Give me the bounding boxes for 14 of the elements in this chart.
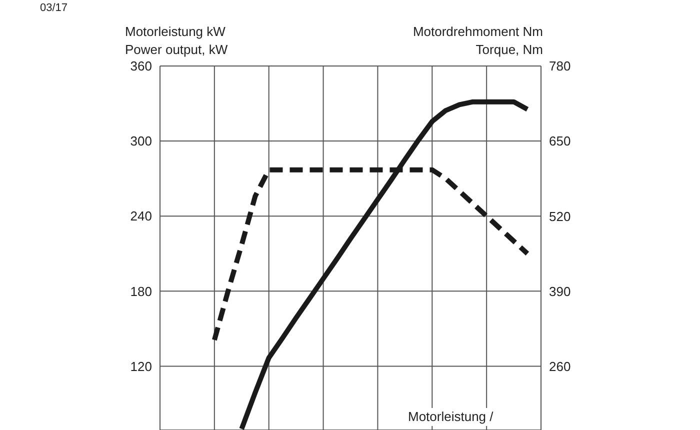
y2-tick-label: 390 — [549, 284, 571, 299]
y2-tick-label: 260 — [549, 359, 571, 374]
y-tick-label: 240 — [130, 208, 152, 224]
annotation: Motorleistung / — [405, 408, 496, 426]
y2-tick-label: 520 — [549, 208, 571, 224]
y-tick-label: 300 — [130, 134, 152, 149]
y-tick-label: 180 — [130, 284, 152, 299]
text: 03/17 — [40, 1, 68, 16]
y2-axis-title: Motordrehmoment Nm Torque, Nm — [412, 23, 543, 59]
y2-tick-label: 780 — [549, 58, 571, 74]
y-tick-label: 360 — [130, 58, 152, 74]
y-axis-title: Motorleistung kW Power output, kW — [125, 23, 228, 59]
y-tick-label: 120 — [130, 358, 152, 374]
y2-tick-label: 650 — [549, 134, 571, 149]
